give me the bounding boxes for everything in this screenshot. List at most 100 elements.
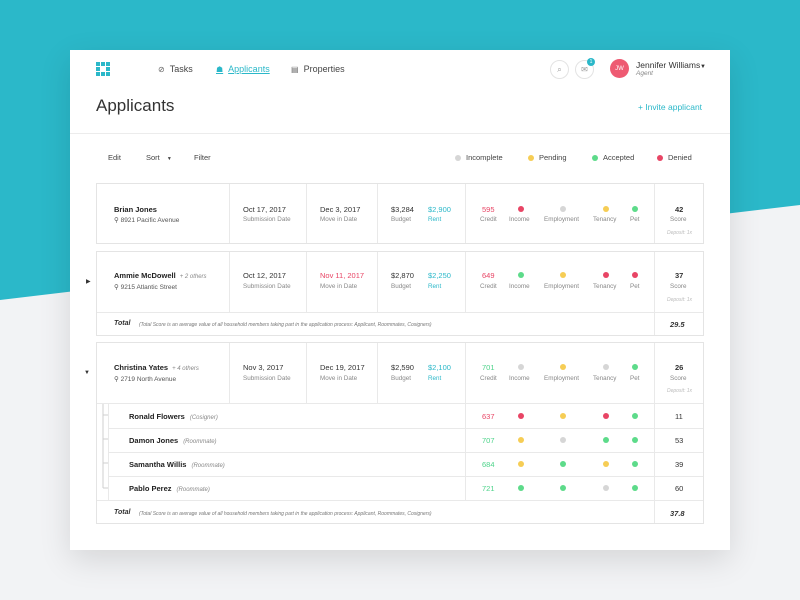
member-role: (Roommate) xyxy=(183,439,217,445)
score-value: 39 xyxy=(675,460,684,469)
nav-tasks-label: Tasks xyxy=(169,64,193,74)
income-status-dot xyxy=(518,272,524,278)
rent-label: Rent xyxy=(428,375,442,382)
edit-button[interactable]: Edit xyxy=(108,153,121,162)
budget-label: Budget xyxy=(391,283,411,290)
credit-value: 595 xyxy=(482,205,495,214)
others-count: + 2 others xyxy=(179,274,207,280)
score-value: 11 xyxy=(675,412,683,421)
income-status-dot xyxy=(518,485,524,491)
nav-properties-label: Properties xyxy=(303,64,345,74)
credit-value: 721 xyxy=(482,484,495,493)
tenancy-status-dot xyxy=(603,206,609,212)
nav-tasks[interactable]: ⊘ Tasks xyxy=(158,64,193,74)
submission-label: Submission Date xyxy=(243,216,291,223)
location-pin-icon: ⚲ xyxy=(114,217,119,224)
member-role: (Roommate) xyxy=(191,463,225,469)
pet-label: Pet xyxy=(630,216,640,223)
score-value: 37 xyxy=(675,271,684,280)
member-name[interactable]: Samantha Willis (Roommate) xyxy=(129,460,225,469)
pending-dot xyxy=(528,154,534,161)
pet-status-dot xyxy=(632,485,638,491)
pet-label: Pet xyxy=(630,283,640,290)
legend-incomplete: Incomplete xyxy=(455,153,503,162)
movein-date: Dec 19, 2017 xyxy=(320,363,365,372)
applicant-name[interactable]: Ammie McDowell + 2 others xyxy=(114,271,207,280)
member-name[interactable]: Ronald Flowers (Cosigner) xyxy=(129,412,218,421)
tenancy-status-dot xyxy=(603,461,609,467)
submission-date: Nov 3, 2017 xyxy=(243,363,284,372)
address-text: 2719 North Avenue xyxy=(120,376,177,383)
filter-button[interactable]: Filter xyxy=(194,153,211,162)
credit-label: Credit xyxy=(480,375,497,382)
row-divider xyxy=(97,500,703,501)
income-status-dot xyxy=(518,413,524,419)
total-note: (Total Score is an average value of all … xyxy=(139,322,432,328)
member-name[interactable]: Pablo Perez (Roommate) xyxy=(129,484,210,493)
expand-arrow-icon[interactable]: ▶ xyxy=(86,279,91,285)
credit-label: Credit xyxy=(480,283,497,290)
row-divider xyxy=(108,476,703,477)
chevron-down-icon: ▼ xyxy=(166,156,172,162)
employment-status-dot xyxy=(560,413,566,419)
tenancy-status-dot xyxy=(603,413,609,419)
applicant-row[interactable]: Christina Yates + 4 others ⚲ 2719 North A… xyxy=(97,343,703,523)
applicant-name[interactable]: Christina Yates + 4 others xyxy=(114,363,199,372)
member-row[interactable]: Ronald Flowers (Cosigner) 637 11 xyxy=(97,404,703,428)
score-value: 42 xyxy=(675,205,684,214)
search-icon: ⌕ xyxy=(557,64,562,74)
budget-value: $3,284 xyxy=(391,205,414,214)
rent-value: $2,900 xyxy=(428,205,451,214)
score-value: 26 xyxy=(675,363,684,372)
pet-status-dot xyxy=(632,413,638,419)
employment-status-dot xyxy=(560,364,566,370)
member-row[interactable]: Samantha Willis (Roommate) 684 39 xyxy=(97,453,703,477)
address-text: 8921 Pacific Avenue xyxy=(120,217,180,224)
legend-pending-label: Pending xyxy=(539,153,567,162)
total-label: Total xyxy=(114,509,131,516)
credit-value: 707 xyxy=(482,436,495,445)
sort-button[interactable]: Sort ▼ xyxy=(146,153,172,162)
employment-status-dot xyxy=(560,461,566,467)
inbox-button[interactable]: ✉ xyxy=(575,60,594,79)
applicant-row[interactable]: Brian Jones ⚲ 8921 Pacific Avenue Oct 17… xyxy=(97,184,703,243)
deposit-note: Deposit: 1x xyxy=(667,388,693,394)
collapse-arrow-icon[interactable]: ▼ xyxy=(84,370,90,376)
applicant-row[interactable]: Ammie McDowell + 2 others ⚲ 9215 Atlantic… xyxy=(97,252,703,335)
tenancy-label: Tenancy xyxy=(593,283,617,290)
member-row[interactable]: Damon Jones (Roommate) 707 53 xyxy=(97,429,703,453)
pet-status-dot xyxy=(632,206,638,212)
row-divider xyxy=(108,452,703,453)
search-button[interactable]: ⌕ xyxy=(550,60,569,79)
credit-value: 649 xyxy=(482,271,495,280)
tenancy-label: Tenancy xyxy=(593,375,617,382)
employment-label: Employment xyxy=(544,283,579,290)
movein-date: Nov 11, 2017 xyxy=(320,271,365,280)
rent-value: $2,250 xyxy=(428,271,451,280)
member-row[interactable]: Pablo Perez (Roommate) 721 60 xyxy=(97,477,703,501)
applicant-card-1[interactable]: Brian Jones ⚲ 8921 Pacific Avenue Oct 17… xyxy=(96,183,704,244)
user-name[interactable]: Jennifer Williams xyxy=(636,60,701,70)
applicant-card-2[interactable]: Ammie McDowell + 2 others ⚲ 9215 Atlantic… xyxy=(96,251,704,336)
applicant-name[interactable]: Brian Jones xyxy=(114,205,157,214)
avatar[interactable]: JW xyxy=(610,59,629,78)
nav-applicants[interactable]: ☗ Applicants xyxy=(216,64,270,74)
invite-applicant-button[interactable]: + Invite applicant xyxy=(638,102,703,112)
people-icon: ☗ xyxy=(216,64,224,74)
total-note: (Total Score is an average value of all … xyxy=(139,511,432,517)
others-count: + 4 others xyxy=(172,366,199,372)
member-role: (Cosigner) xyxy=(189,415,218,421)
employment-status-dot xyxy=(560,437,566,443)
deposit-note: Deposit: 1x xyxy=(667,230,693,236)
nav-properties[interactable]: ▤ Properties xyxy=(291,64,345,74)
member-name[interactable]: Damon Jones (Roommate) xyxy=(129,436,217,445)
employment-status-dot xyxy=(560,206,566,212)
income-status-dot xyxy=(518,461,524,467)
credit-value: 701 xyxy=(482,363,495,372)
rent-label: Rent xyxy=(428,216,442,223)
sort-label: Sort xyxy=(146,153,160,162)
app-logo[interactable] xyxy=(96,62,110,76)
movein-label: Move in Date xyxy=(320,375,358,382)
chevron-down-icon[interactable]: ▼ xyxy=(700,64,706,70)
applicant-card-3[interactable]: Christina Yates + 4 others ⚲ 2719 North A… xyxy=(96,342,704,524)
